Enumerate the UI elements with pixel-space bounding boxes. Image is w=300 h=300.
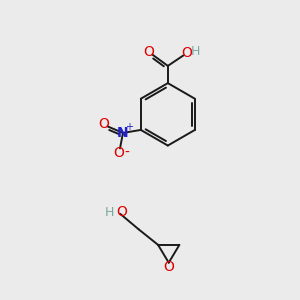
Text: O: O [182, 46, 193, 60]
Text: +: + [125, 122, 133, 132]
Text: H: H [191, 45, 200, 58]
Text: N: N [117, 126, 129, 140]
Text: O: O [116, 206, 127, 219]
Text: O: O [113, 146, 124, 160]
Text: O: O [163, 260, 174, 274]
Text: -: - [124, 146, 129, 160]
Text: O: O [143, 45, 154, 58]
Text: H: H [105, 206, 115, 219]
Text: O: O [98, 117, 109, 131]
